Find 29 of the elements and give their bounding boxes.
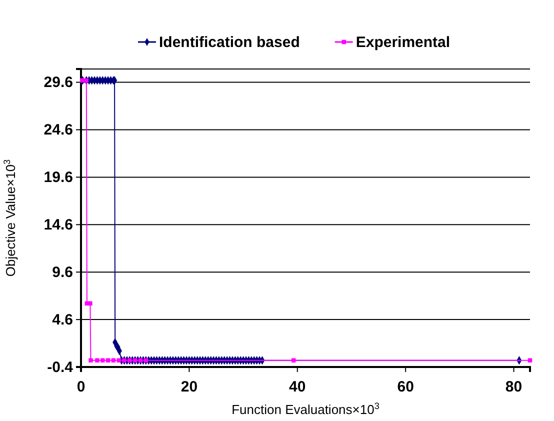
x-tick-label: 0 <box>76 378 86 396</box>
point <box>528 358 532 362</box>
point <box>95 358 100 362</box>
y-tick-label: -0.4 <box>47 358 74 376</box>
point <box>111 358 116 362</box>
point <box>122 358 126 362</box>
point <box>132 358 138 362</box>
y-tick-label: 9.6 <box>52 264 73 281</box>
point <box>116 358 121 362</box>
x-tick-label: 80 <box>505 378 522 396</box>
point <box>88 301 92 306</box>
point <box>88 358 93 362</box>
point <box>144 358 148 362</box>
point <box>138 358 143 362</box>
x-tick-label: 20 <box>180 378 198 396</box>
x-tick-label: 40 <box>289 378 306 396</box>
point <box>106 358 110 362</box>
y-tick-label: 4.6 <box>52 311 73 328</box>
legend-label: Experimental <box>356 34 450 51</box>
y-tick-label: 29.6 <box>44 74 73 92</box>
point <box>100 358 105 362</box>
y-tick-label: 24.6 <box>44 122 73 139</box>
x-tick-label: 60 <box>397 378 414 396</box>
point <box>291 358 296 362</box>
point <box>128 358 132 362</box>
legend-label: Identification based <box>159 34 300 51</box>
x-axis-title: Function Evaluations×10$^{3}$ <box>232 401 380 417</box>
y-tick-label: 19.6 <box>44 168 73 186</box>
y-tick-label: 14.6 <box>44 216 73 234</box>
